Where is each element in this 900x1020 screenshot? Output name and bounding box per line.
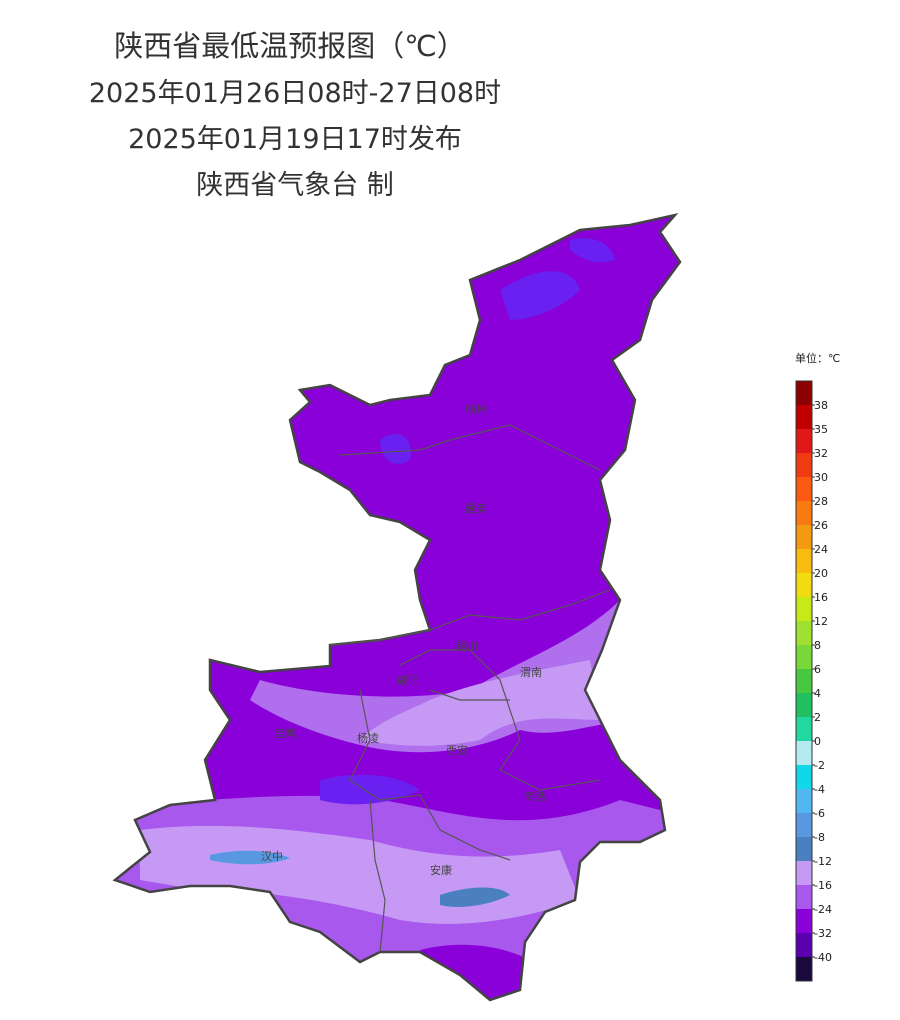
- legend-tick-label: 0: [814, 735, 821, 748]
- legend-swatch: [796, 693, 812, 717]
- legend-tick-label: 24: [814, 543, 828, 556]
- legend-swatch: [796, 909, 812, 933]
- legend-tick-label: 30: [814, 471, 828, 484]
- legend-tick-label: 20: [814, 567, 828, 580]
- legend-tick-label: -8: [814, 831, 825, 844]
- legend-swatch: [796, 381, 812, 405]
- legend-tick-label: 38: [814, 399, 828, 412]
- legend-tick-label: -40: [814, 951, 832, 964]
- city-label: 渭南: [520, 666, 542, 679]
- legend-swatch: [796, 621, 812, 645]
- legend-swatch: [796, 933, 812, 957]
- legend-swatch: [796, 573, 812, 597]
- city-label: 延安: [465, 501, 487, 515]
- city-borders: [329, 424, 611, 953]
- legend-unit: 单位：℃: [795, 351, 840, 365]
- legend-swatch: [796, 813, 812, 837]
- legend-swatch: [796, 717, 812, 741]
- legend-swatch: [796, 429, 812, 453]
- legend-swatch: [796, 861, 812, 885]
- legend-tick-label: -16: [814, 879, 832, 892]
- legend-swatch: [796, 597, 812, 621]
- legend-swatch: [796, 765, 812, 789]
- legend-swatch: [796, 453, 812, 477]
- legend-tick-label: -32: [814, 927, 832, 940]
- title: 陕西省最低温预报图（℃）: [114, 29, 466, 63]
- city-labels: 榆林 延安 铜川 咸阳 宝鸡 杨凌 西安 渭南 商洛 汉中 安康: [261, 402, 546, 877]
- city-label: 宝鸡: [274, 726, 296, 740]
- legend-tick-label: -24: [814, 903, 832, 916]
- legend-swatch: [796, 405, 812, 429]
- legend-swatch: [796, 645, 812, 669]
- legend-tick-label: -6: [814, 807, 825, 820]
- legend-frame: [795, 380, 813, 982]
- legend-tick-label: -2: [814, 759, 825, 772]
- period: 2025年01月26日08时-27日08时: [89, 78, 501, 109]
- issued: 2025年01月19日17时发布: [128, 124, 462, 155]
- temperature-field: [115, 215, 680, 1000]
- legend: 3835323028262420161286420-2-4-6-8-12-16-…: [795, 380, 832, 982]
- producer: 陕西省气象台 制: [196, 170, 394, 201]
- legend-swatch: [796, 741, 812, 765]
- legend-tick-label: -4: [814, 783, 825, 796]
- legend-swatch: [796, 549, 812, 573]
- legend-tick-label: 16: [814, 591, 828, 604]
- legend-tick-label: 6: [814, 663, 821, 676]
- legend-tick-label: 32: [814, 447, 828, 460]
- legend-swatch: [796, 885, 812, 909]
- city-label: 咸阳: [397, 674, 419, 687]
- legend-tick-label: 4: [814, 687, 821, 700]
- legend-swatch: [796, 501, 812, 525]
- legend-swatch: [796, 789, 812, 813]
- city-label: 榆林: [465, 402, 487, 416]
- legend-tick-label: 12: [814, 615, 828, 628]
- legend-tick-label: 35: [814, 423, 828, 436]
- city-label: 杨凌: [357, 731, 379, 745]
- legend-swatch: [796, 669, 812, 693]
- legend-tick-label: 26: [814, 519, 828, 532]
- legend-tick-label: 28: [814, 495, 828, 508]
- city-label: 铜川: [456, 639, 478, 653]
- city-label: 安康: [430, 863, 452, 877]
- legend-swatch: [796, 477, 812, 501]
- legend-tick-label: -12: [814, 855, 832, 868]
- city-label: 商洛: [524, 789, 546, 803]
- legend-tick-label: 8: [814, 639, 821, 652]
- legend-swatch: [796, 957, 812, 981]
- legend-swatch: [796, 837, 812, 861]
- legend-tick-label: 2: [814, 711, 821, 724]
- city-label: 汉中: [261, 850, 283, 863]
- city-label: 西安: [446, 743, 468, 757]
- legend-swatch: [796, 525, 812, 549]
